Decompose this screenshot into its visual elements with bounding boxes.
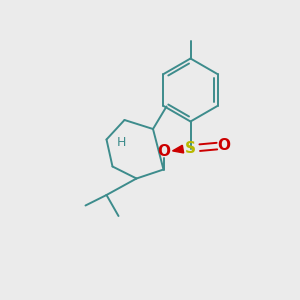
Text: S: S <box>185 141 196 156</box>
Text: O: O <box>157 144 170 159</box>
Text: H: H <box>117 136 126 149</box>
Polygon shape <box>172 145 184 153</box>
Text: O: O <box>217 138 230 153</box>
